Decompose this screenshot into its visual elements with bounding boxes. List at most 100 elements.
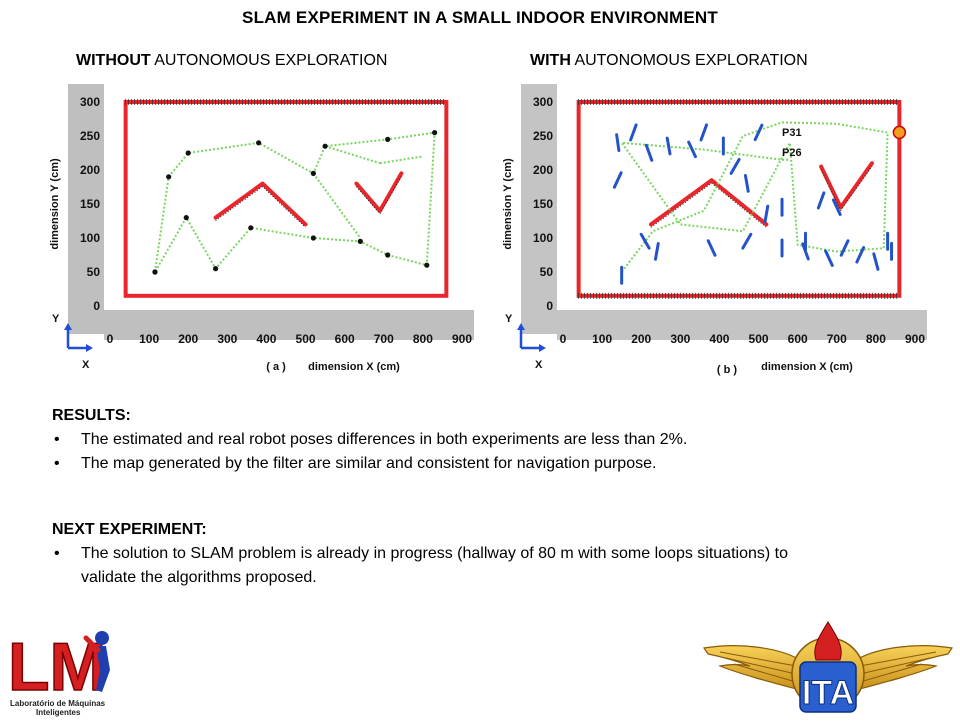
- right-wing-icon: [855, 645, 954, 691]
- landmark-mark: [872, 252, 880, 271]
- y-axis-letter: Y: [52, 313, 60, 325]
- loop-closure-link: [324, 145, 381, 165]
- left-wing-icon: [702, 645, 801, 691]
- landmark-mark: [753, 123, 764, 142]
- y-axis-letter: Y: [505, 313, 513, 325]
- landmark-mark: [839, 239, 850, 257]
- lm-lab-logo: LM Laboratório de Máquinas Inteligentes: [6, 620, 118, 718]
- y-tick-label: 300: [80, 95, 100, 109]
- next-experiment-bullet-text: The solution to SLAM problem is already …: [81, 545, 788, 586]
- pose-point: [385, 136, 391, 142]
- slam-plot-without-exploration: 0 50 100 150 200 250 300 0 100 200 300 400 500 600 700…: [44, 80, 474, 376]
- results-bullet-text: The estimated and real robot poses diffe…: [81, 431, 688, 448]
- x-tick-label: 300: [217, 332, 237, 346]
- pose-point: [256, 140, 262, 146]
- y-axis-band: [68, 84, 104, 334]
- y-tick-label: 150: [80, 197, 100, 211]
- x-arrow-head: [86, 344, 93, 352]
- pose-point: [385, 252, 391, 258]
- x-tick-label: 100: [139, 332, 159, 346]
- ita-shield: [799, 661, 857, 713]
- x-tick-label: 900: [452, 332, 472, 346]
- landmark-mark: [699, 123, 709, 142]
- x-tick-label: 600: [335, 332, 355, 346]
- slam-plot-b-svg: P31 P26 0 50 100 150 200 250 300 0 100 200 300 400 500…: [502, 80, 927, 376]
- x-tick-label: 0: [107, 332, 114, 346]
- y-arrow-head: [64, 323, 72, 330]
- bullet-dot: •: [54, 455, 60, 472]
- slam-plot-with-exploration: P31 P26 0 50 100 150 200 250 300 0 100 200 300 400 500…: [497, 80, 927, 376]
- y-tick-label: 0: [93, 299, 100, 313]
- robot-figure-icon: [95, 631, 109, 645]
- results-bullet: • The estimated and real robot poses dif…: [52, 428, 932, 452]
- y-tick-label: 200: [80, 163, 100, 177]
- x-axis-title: dimension X (cm): [761, 361, 853, 373]
- landmark-mark: [816, 191, 826, 210]
- x-tick-label: 900: [905, 332, 925, 346]
- obstacle-hatch: [820, 165, 873, 212]
- landmark-mark: [743, 174, 750, 193]
- x-tick-label: 700: [827, 332, 847, 346]
- x-tick-label: 600: [788, 332, 808, 346]
- pose-point: [166, 174, 172, 180]
- y-tick-label: 50: [87, 265, 101, 279]
- pose-label: P31: [782, 127, 802, 139]
- landmark-mark: [644, 143, 654, 162]
- panel-a-heading: WITHOUT AUTONOMOUS EXPLORATION: [76, 52, 387, 70]
- flame-icon: [814, 621, 842, 661]
- x-tick-label: 400: [256, 332, 276, 346]
- y-axis-title: dimension Y (cm): [502, 158, 514, 250]
- panel-label: ( b ): [717, 364, 737, 376]
- y-tick-label: 100: [533, 231, 553, 245]
- landmark-mark: [612, 171, 623, 189]
- x-axis-letter: X: [535, 359, 543, 371]
- panel-a-heading-rest: AUTONOMOUS EXPLORATION: [154, 52, 388, 69]
- landmark-mark: [639, 232, 651, 250]
- loop-closure-link: [379, 155, 424, 165]
- pose-point: [357, 238, 363, 244]
- slide-title: SLAM EXPERIMENT IN A SMALL INDOOR ENVIRO…: [242, 8, 718, 27]
- landmark-mark: [653, 242, 660, 261]
- x-tick-label: 200: [178, 332, 198, 346]
- obstacle-wall: [213, 181, 308, 227]
- landmark-mark: [665, 136, 672, 156]
- pose-point: [310, 235, 316, 241]
- landmark-mark: [855, 246, 866, 264]
- pose-point: [322, 143, 328, 149]
- x-axis-band: [557, 310, 927, 340]
- landmark-mark: [729, 157, 741, 175]
- obstacle-wall: [819, 161, 874, 210]
- map-area: [104, 84, 474, 310]
- obstacle-hatch: [650, 182, 767, 228]
- next-experiment-bullet: • The solution to SLAM problem is alread…: [52, 542, 841, 590]
- landmark-mark: [763, 204, 770, 224]
- x-tick-label: 700: [374, 332, 394, 346]
- lm-logo-caption-1: Laboratório de Máquinas: [10, 699, 106, 708]
- pose-point: [248, 225, 254, 231]
- landmark-mark: [706, 239, 717, 257]
- obstacle-hatch: [215, 185, 306, 228]
- y-axis-band: [521, 84, 557, 334]
- x-tick-label: 300: [670, 332, 690, 346]
- next-experiment-section: NEXT EXPERIMENT: • The solution to SLAM …: [52, 518, 932, 590]
- panel-b-heading-bold: WITH: [530, 52, 571, 69]
- y-tick-label: 300: [533, 95, 553, 109]
- x-tick-label: 800: [413, 332, 433, 346]
- obstacle-wall: [649, 178, 769, 227]
- pose-point: [424, 262, 430, 268]
- room-boundary: [576, 100, 902, 298]
- landmark-mark: [615, 133, 621, 153]
- slam-plot-a-svg: 0 50 100 150 200 250 300 0 100 200 300 400 500 600 700…: [49, 80, 474, 376]
- x-tick-label: 200: [631, 332, 651, 346]
- landmark-mark: [687, 140, 697, 159]
- pose-point: [213, 266, 219, 272]
- pose-point: [183, 215, 189, 221]
- results-section: RESULTS: • The estimated and real robot …: [52, 404, 932, 476]
- obstacle-wall: [354, 171, 404, 213]
- results-bullet-text: The map generated by the filter are simi…: [81, 455, 657, 472]
- y-tick-label: 100: [80, 231, 100, 245]
- y-tick-label: 200: [533, 163, 553, 177]
- x-tick-label: 100: [592, 332, 612, 346]
- x-tick-label: 800: [866, 332, 886, 346]
- ita-logo-image: ITA: [702, 621, 954, 713]
